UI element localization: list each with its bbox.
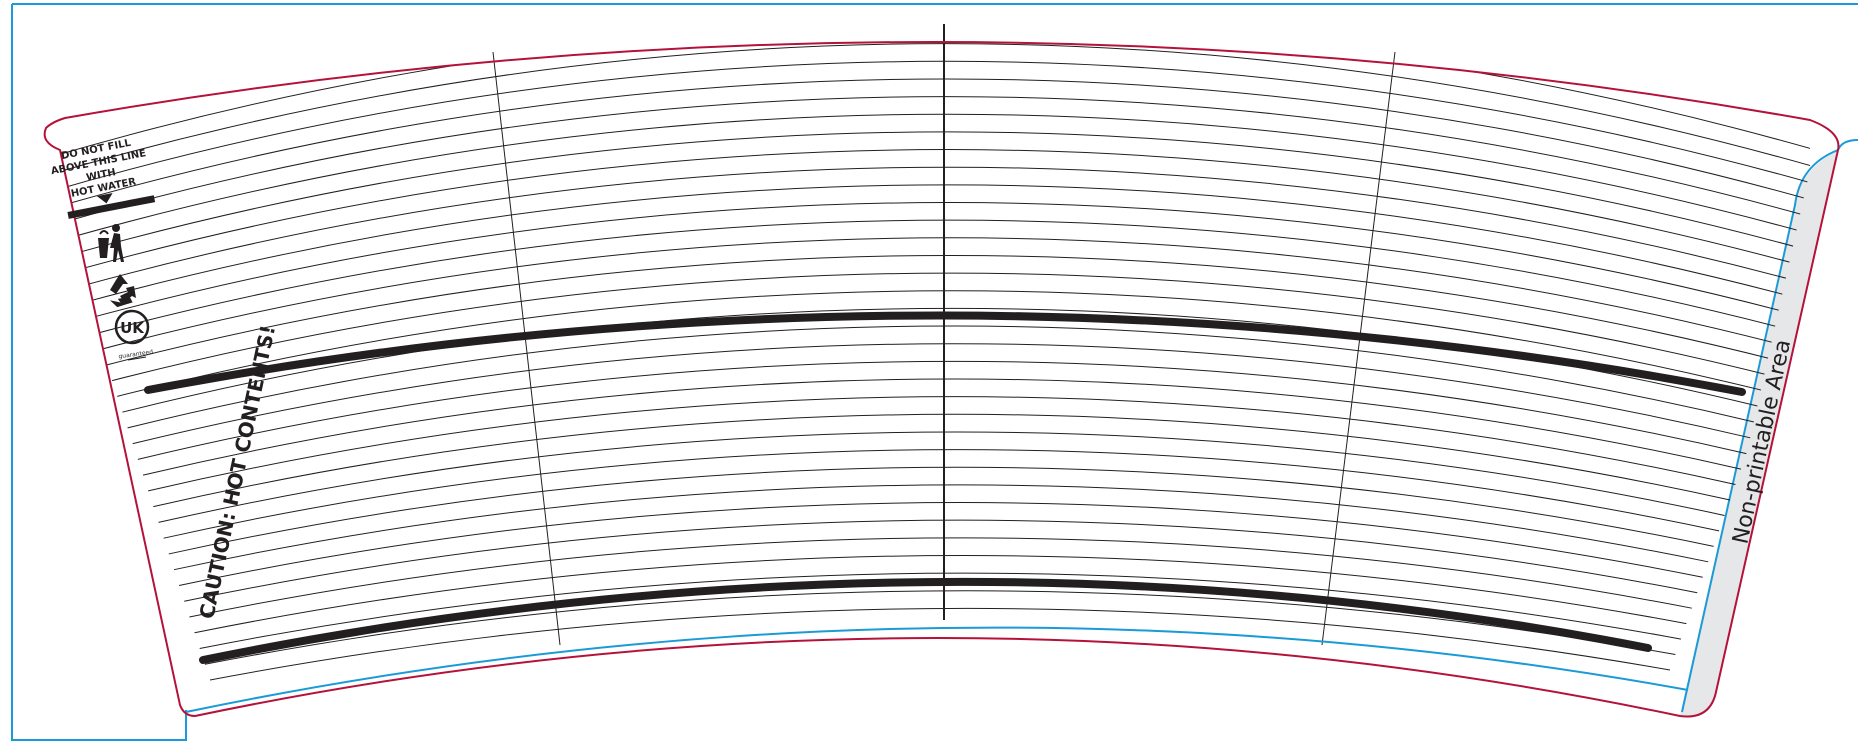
- non-printable-area: [1680, 150, 1838, 718]
- fill-arrow-icon: [96, 193, 113, 204]
- guide-arc: [153, 413, 1731, 508]
- recycle-icon: [109, 274, 136, 308]
- guide-arc: [184, 519, 1698, 602]
- guide-arc: [44, 41, 1811, 161]
- guide-arc: [168, 466, 1714, 555]
- guide-arc: [209, 607, 1671, 681]
- guide-arc: [194, 554, 1687, 634]
- uk-badge-text: UK: [120, 319, 145, 337]
- guide-arc: [189, 537, 1692, 618]
- hot-water-warning: DO NOT FILL ABOVE THIS LINE WITH HOT WAT…: [50, 138, 156, 361]
- right-radial-guide: [1321, 51, 1396, 646]
- guide-arc: [163, 449, 1720, 539]
- bleed-bottom-arc: [185, 626, 1689, 713]
- non-printable-edge: [1681, 149, 1839, 713]
- lower-fill-line: [199, 577, 1652, 664]
- guide-arc: [204, 590, 1676, 665]
- guide-arc: [178, 502, 1703, 586]
- cut-outline: [43, 41, 1840, 718]
- upper-fill-line: [144, 311, 1746, 396]
- uk-badge-caption: guaranteed: [118, 349, 154, 361]
- guide-arc: [199, 572, 1682, 649]
- guide-arc: [117, 290, 1769, 397]
- guide-arc: [158, 431, 1725, 523]
- fill-limit-bar: [67, 195, 156, 219]
- guide-arc: [148, 396, 1736, 492]
- tidyman-icon: [98, 224, 124, 262]
- radial-guides: [492, 24, 1396, 646]
- guide-arc: [132, 343, 1752, 445]
- uk-guaranteed-icon: UK guaranteed: [114, 309, 154, 361]
- guide-arc: [142, 378, 1742, 476]
- left-radial-guide: [492, 51, 561, 646]
- guide-arc: [111, 272, 1774, 382]
- guide-arc: [127, 325, 1758, 429]
- guide-arc: [173, 484, 1709, 571]
- guide-arc: [137, 360, 1747, 460]
